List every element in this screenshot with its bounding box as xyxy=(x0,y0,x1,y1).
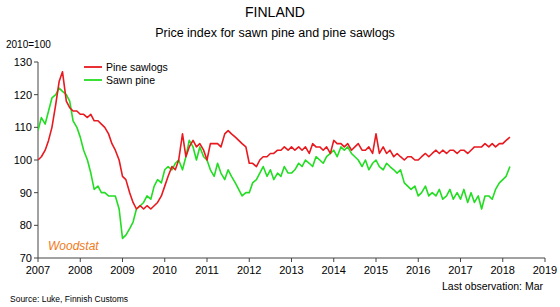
x-tick-label: 2018 xyxy=(491,264,515,276)
logo: Woodstat xyxy=(48,239,99,253)
y-tick xyxy=(34,62,38,63)
x-tick-label: 2019 xyxy=(533,264,557,276)
series-line xyxy=(38,72,510,209)
x-tick xyxy=(418,258,419,262)
x-tick xyxy=(249,258,250,262)
y-tick-label: 90 xyxy=(20,187,32,199)
x-tick-label: 2015 xyxy=(364,264,388,276)
y-tick-label: 70 xyxy=(20,252,32,264)
x-tick xyxy=(80,258,81,262)
x-tick xyxy=(291,258,292,262)
x-tick-label: 2016 xyxy=(406,264,430,276)
y-label: 2010=100 xyxy=(6,39,51,50)
subtitle: Price index for sawn pine and pine sawlo… xyxy=(155,26,395,40)
y-tick xyxy=(34,160,38,161)
x-tick-label: 2014 xyxy=(322,264,346,276)
x-tick xyxy=(164,258,165,262)
y-tick xyxy=(34,192,38,193)
y-tick-label: 120 xyxy=(14,89,32,101)
x-tick xyxy=(376,258,377,262)
x-tick xyxy=(38,258,39,262)
source: Source: Luke, Finnish Customs xyxy=(10,294,128,304)
y-tick-label: 80 xyxy=(20,219,32,231)
last-observation: Last observation: Mar xyxy=(442,280,543,292)
x-tick-label: 2009 xyxy=(110,264,134,276)
chart: FINLAND Price index for sawn pine and pin… xyxy=(0,0,560,307)
x-tick xyxy=(122,258,123,262)
x-tick xyxy=(545,258,546,262)
x-tick xyxy=(460,258,461,262)
y-tick xyxy=(34,127,38,128)
y-tick xyxy=(34,225,38,226)
legend-swatch xyxy=(84,79,102,81)
legend-label: Sawn pine xyxy=(106,74,155,86)
title: FINLAND xyxy=(245,4,305,20)
x-tick-label: 2017 xyxy=(448,264,472,276)
x-tick-label: 2008 xyxy=(68,264,92,276)
y-tick xyxy=(34,258,38,259)
x-tick-label: 2013 xyxy=(279,264,303,276)
series-line xyxy=(38,88,510,238)
x-tick xyxy=(207,258,208,262)
x-tick-label: 2010 xyxy=(153,264,177,276)
x-tick xyxy=(333,258,334,262)
legend-swatch xyxy=(84,66,102,68)
x-tick-label: 2007 xyxy=(26,264,50,276)
x-tick xyxy=(502,258,503,262)
y-tick xyxy=(34,94,38,95)
y-tick-label: 100 xyxy=(14,154,32,166)
x-tick-label: 2011 xyxy=(195,264,219,276)
legend-label: Pine sawlogs xyxy=(106,61,168,73)
x-tick-label: 2012 xyxy=(237,264,261,276)
y-tick-label: 110 xyxy=(14,121,32,133)
y-tick-label: 130 xyxy=(14,56,32,68)
plot-area xyxy=(38,72,510,239)
